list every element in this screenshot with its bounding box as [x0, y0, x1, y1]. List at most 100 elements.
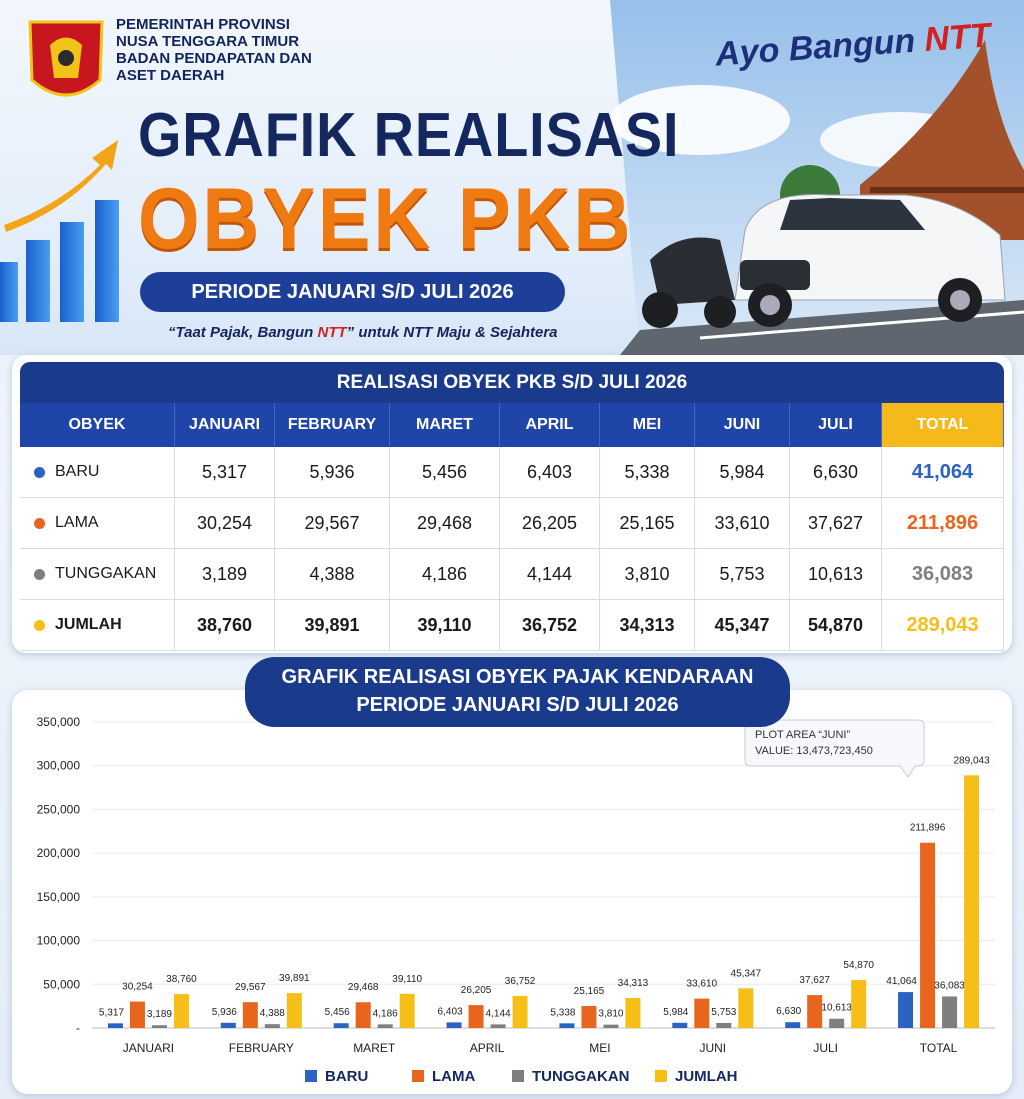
annotation: VALUE: 13,473,723,450	[755, 745, 873, 757]
table-cell: 45,347	[695, 600, 790, 651]
table-cell: 4,144	[500, 549, 600, 600]
table-cell: 37,627	[790, 498, 882, 549]
table-cell: 39,110	[390, 600, 500, 651]
table-cell: 6,403	[500, 447, 600, 498]
column-header: APRIL	[500, 403, 600, 447]
value-label: 289,043	[953, 755, 990, 766]
row-label: BARU	[20, 447, 175, 498]
bar	[738, 988, 754, 1028]
bar	[107, 1023, 123, 1028]
bar	[559, 1023, 575, 1028]
row-dot	[34, 619, 45, 631]
table-cell: 5,936	[275, 447, 390, 498]
bar	[220, 1022, 236, 1028]
value-label: 38,760	[166, 974, 197, 985]
bar	[286, 993, 302, 1028]
value-label: 30,254	[122, 982, 153, 993]
bar	[785, 1022, 801, 1028]
value-label: 29,468	[348, 982, 379, 993]
legend-swatch	[512, 1070, 524, 1082]
legend-label: LAMA	[432, 1068, 475, 1085]
value-label: 34,313	[618, 978, 649, 989]
chart-title-line: PERIODE JANUARI S/D JULI 2026	[356, 694, 679, 716]
value-label: 5,936	[212, 1007, 237, 1018]
tagline-text: “Taat Pajak, Bangun	[168, 324, 318, 341]
value-label: 4,388	[260, 1008, 285, 1019]
value-label: 37,627	[799, 975, 830, 986]
bar	[264, 1024, 280, 1028]
org-name: PEMERINTAH PROVINSI NUSA TENGGARA TIMUR …	[116, 16, 312, 84]
legend-swatch	[655, 1070, 667, 1082]
hero: PEMERINTAH PROVINSI NUSA TENGGARA TIMUR …	[0, 0, 1024, 355]
value-label: 3,810	[598, 1009, 623, 1020]
bar	[468, 1005, 484, 1028]
value-label: 6,403	[438, 1006, 463, 1017]
y-tick-label: -	[76, 1021, 80, 1035]
table-cell: 36,752	[500, 600, 600, 651]
bar	[694, 998, 710, 1028]
table-cell: 29,468	[390, 498, 500, 549]
column-header: TOTAL	[882, 403, 1004, 447]
value-label: 6,630	[776, 1006, 801, 1017]
tagline-em: NTT	[317, 324, 347, 341]
tagline-text: ” untuk NTT Maju & Sejahtera	[346, 324, 558, 341]
table-cell: 4,186	[390, 549, 500, 600]
x-tick-label: JUNI	[699, 1041, 726, 1055]
legend-label: BARU	[325, 1068, 368, 1085]
bar	[151, 1025, 167, 1028]
org-line: PEMERINTAH PROVINSI	[116, 16, 290, 33]
x-tick-label: APRIL	[470, 1041, 505, 1055]
total-cell: 211,896	[882, 498, 1004, 549]
y-tick-label: 250,000	[37, 802, 81, 816]
bar	[672, 1022, 688, 1028]
bar	[242, 1002, 258, 1028]
org-line: BADAN PENDAPATAN DAN	[116, 50, 312, 67]
table-title: REALISASI OBYEK PKB S/D JULI 2026	[20, 362, 1004, 403]
x-tick-label: MEI	[589, 1041, 610, 1055]
table-cell: 33,610	[695, 498, 790, 549]
row-label: TUNGGAKAN	[20, 549, 175, 600]
hero-art	[0, 0, 1024, 355]
bar	[716, 1022, 732, 1028]
table-cell: 5,753	[695, 549, 790, 600]
table-cell: 5,456	[390, 447, 500, 498]
slogan-em: NTT	[923, 16, 992, 59]
column-header: JUNI	[695, 403, 790, 447]
value-label: 39,891	[279, 973, 310, 984]
bar	[377, 1024, 393, 1028]
chart-title: GRAFIK REALISASI OBYEK PAJAK KENDARAAN P…	[245, 657, 790, 727]
value-label: 39,110	[392, 974, 422, 985]
annotation: PLOT AREA “JUNI”	[755, 729, 850, 741]
bar	[898, 992, 914, 1028]
table-cell: 25,165	[600, 498, 695, 549]
value-label: 25,165	[574, 986, 605, 997]
bar	[355, 1002, 371, 1028]
org-line: NUSA TENGGARA TIMUR	[116, 33, 300, 50]
bar	[920, 842, 936, 1028]
table-cell: 5,984	[695, 447, 790, 498]
table-cell: 29,567	[275, 498, 390, 549]
table-cell: 5,317	[175, 447, 275, 498]
y-tick-label: 350,000	[37, 715, 81, 729]
bar	[603, 1024, 619, 1028]
bar	[807, 995, 823, 1028]
y-tick-label: 150,000	[37, 890, 81, 904]
value-label: 5,984	[663, 1007, 688, 1018]
row-label-text: LAMA	[55, 514, 99, 531]
total-cell: 41,064	[882, 447, 1004, 498]
bar	[399, 993, 415, 1028]
table-cell: 30,254	[175, 498, 275, 549]
x-tick-label: JANUARI	[123, 1041, 174, 1055]
x-tick-label: JULI	[813, 1041, 838, 1055]
table: OBYEK JANUARI FEBRUARY MARET APRIL MEI JUNI JUL…	[20, 403, 1004, 651]
bar	[964, 775, 980, 1028]
x-tick-label: TOTAL	[920, 1041, 958, 1055]
legend-label: JUMLAH	[675, 1068, 738, 1085]
x-tick-label: FEBRUARY	[229, 1041, 294, 1055]
table-cell: 3,189	[175, 549, 275, 600]
chart: - 50,000 100,000 150,000 200,000 250,000 300,0…	[37, 715, 995, 1085]
total-cell: 36,083	[882, 549, 1004, 600]
bar	[333, 1023, 349, 1028]
table-cell: 38,760	[175, 600, 275, 651]
